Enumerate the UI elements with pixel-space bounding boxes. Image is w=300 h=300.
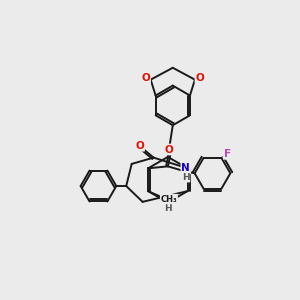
Text: O: O <box>141 73 150 83</box>
Text: O: O <box>135 141 144 151</box>
Text: H: H <box>182 173 190 182</box>
Text: N: N <box>164 194 172 205</box>
Text: N: N <box>182 163 190 173</box>
Text: O: O <box>196 73 204 83</box>
Text: F: F <box>224 149 231 159</box>
Text: O: O <box>164 145 173 154</box>
Text: H: H <box>164 204 172 213</box>
Text: CH₃: CH₃ <box>160 194 177 203</box>
